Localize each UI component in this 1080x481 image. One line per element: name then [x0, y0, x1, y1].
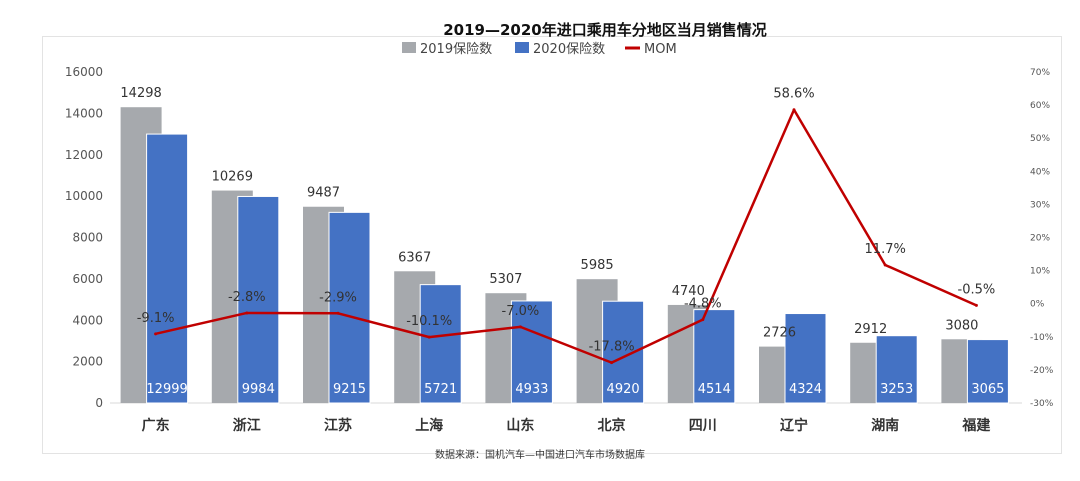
legend-swatch-2020 [515, 42, 529, 53]
y2-tick-label: 40% [1030, 167, 1050, 177]
y2-tick-label: -30% [1030, 399, 1054, 409]
y2-tick-label: 70% [1030, 68, 1050, 78]
data-label-2020: 4514 [698, 382, 731, 397]
x-tick-label: 广东 [142, 417, 170, 434]
mom-data-label: -2.9% [319, 290, 357, 305]
x-tick-label: 浙江 [233, 417, 261, 434]
y-tick-label: 14000 [65, 106, 103, 120]
mom-point [518, 325, 522, 329]
data-label-2019: 6367 [398, 250, 431, 265]
y-tick-label: 16000 [65, 65, 103, 79]
bar-2020 [510, 300, 553, 404]
mom-data-label: -4.8% [684, 297, 722, 312]
y2-tick-label: 10% [1030, 267, 1050, 277]
mom-data-label: -7.0% [502, 304, 540, 319]
data-label-2019: 10269 [212, 170, 253, 185]
mom-point [792, 108, 796, 112]
mom-point [245, 311, 249, 315]
y-axis-secondary: -30% -20% -10% 0% 10% 20% 30% 40% 50% 60% 70% [1030, 68, 1054, 409]
bar-2020 [328, 211, 371, 404]
mom-data-label: -2.8% [228, 290, 266, 305]
y-tick-label: 0 [95, 396, 103, 410]
mom-line [155, 108, 977, 364]
mom-data-label: 58.6% [773, 87, 814, 102]
data-label-2020: 4933 [515, 382, 548, 397]
y-tick-label: 6000 [72, 272, 103, 286]
y-axis-primary: 0 2000 4000 6000 8000 10000 12000 14000 16000 [65, 65, 103, 410]
mom-data-label: -17.8% [589, 340, 635, 355]
data-label-2020: 4324 [789, 382, 822, 397]
data-label-2019: 4740 [672, 284, 705, 299]
data-label-2020: 9215 [333, 382, 366, 397]
x-tick-label: 四川 [689, 418, 717, 434]
mom-point [336, 311, 340, 315]
data-label-2020: 5721 [424, 382, 457, 397]
data-label-2020: 3065 [971, 382, 1004, 397]
data-label-2020: 3253 [880, 382, 913, 397]
x-tick-label: 福建 [961, 417, 990, 434]
data-label-2019: 14298 [120, 86, 161, 101]
y-tick-label: 2000 [72, 355, 103, 369]
y2-tick-label: 20% [1030, 234, 1050, 244]
data-label-2019: 3080 [945, 318, 978, 333]
data-label-2019: 2912 [854, 322, 887, 337]
mom-data-label: -10.1% [406, 314, 452, 329]
chart-title: 2019—2020年进口乘用车分地区当月销售情况 [443, 21, 767, 39]
bar-2020 [784, 313, 827, 404]
data-label-2019: 5307 [489, 272, 522, 287]
mom-data-label: 11.7% [865, 242, 906, 257]
mom-point [701, 318, 705, 322]
y2-tick-label: 30% [1030, 200, 1050, 210]
mom-point [427, 335, 431, 339]
y2-tick-label: -10% [1030, 333, 1054, 343]
bar-2020 [875, 335, 918, 404]
legend-label-mom: MOM [644, 42, 677, 57]
data-label-2020: 9984 [242, 382, 275, 397]
y2-tick-label: -20% [1030, 366, 1054, 376]
y-tick-label: 8000 [72, 231, 103, 245]
bar-2020 [693, 309, 736, 404]
mom-point [610, 361, 614, 365]
mom-data-label: -9.1% [137, 311, 175, 326]
mom-point [154, 332, 158, 336]
chart-frame [42, 36, 1062, 454]
legend: 2019保险数 2020保险数 MOM [402, 42, 677, 57]
mom-point [974, 303, 978, 307]
data-label-2019: 5985 [581, 258, 614, 273]
data-label-2020: 12999 [146, 382, 187, 397]
source-note: 数据来源：国机汽车—中国进口汽车市场数据库 [435, 448, 645, 461]
y2-tick-label: 50% [1030, 134, 1050, 144]
data-label-2020: 4920 [607, 382, 640, 397]
bar-2020 [966, 339, 1009, 404]
x-tick-label: 辽宁 [780, 417, 808, 434]
legend-label-2020: 2020保险数 [533, 42, 605, 57]
x-tick-label: 山东 [506, 417, 534, 434]
y-tick-label: 12000 [65, 148, 103, 162]
x-tick-label: 湖南 [871, 417, 899, 434]
mom-series: -9.1% -2.8% -2.9% -10.1% -7.0% -17.8% -4.8% 58.… [137, 87, 996, 365]
y-tick-label: 10000 [65, 189, 103, 203]
y-tick-label: 4000 [72, 313, 103, 327]
x-tick-label: 上海 [415, 417, 443, 434]
bar-2020 [419, 284, 462, 404]
mom-data-label: -0.5% [958, 282, 996, 297]
legend-swatch-2019 [402, 42, 416, 53]
mom-point [883, 263, 887, 267]
bar-2020 [237, 195, 280, 404]
x-axis: 广东 浙江 江苏 上海 山东 北京 四川 辽宁 湖南 福建 [142, 417, 991, 434]
legend-label-2019: 2019保险数 [420, 42, 492, 57]
x-tick-label: 北京 [598, 417, 626, 434]
data-label-2019: 9487 [307, 186, 340, 201]
bar-2020 [146, 133, 189, 404]
y2-tick-label: 60% [1030, 101, 1050, 111]
y2-tick-label: 0% [1030, 300, 1045, 310]
x-tick-label: 江苏 [324, 417, 352, 434]
data-label-2019: 2726 [763, 326, 796, 341]
